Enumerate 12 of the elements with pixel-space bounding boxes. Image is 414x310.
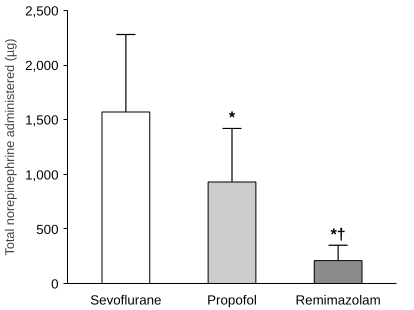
x-tick-label: Remimazolam [296, 292, 381, 308]
y-tick-label: 500 [36, 222, 59, 237]
y-tick-label: 2,000 [25, 58, 59, 74]
y-tick-label: 1,000 [25, 167, 59, 182]
y-tick-label: 1,500 [25, 112, 59, 128]
annotation: * [228, 109, 236, 126]
y-tick-label: 0 [51, 276, 59, 292]
y-axis-title: Total norepinephrine administered (µg) [3, 38, 18, 256]
annotation: *† [330, 226, 346, 244]
x-tick-label: Propofol [207, 292, 257, 308]
x-tick-label: Sevoflurane [90, 292, 162, 308]
y-tick-label: 2,500 [25, 4, 59, 18]
